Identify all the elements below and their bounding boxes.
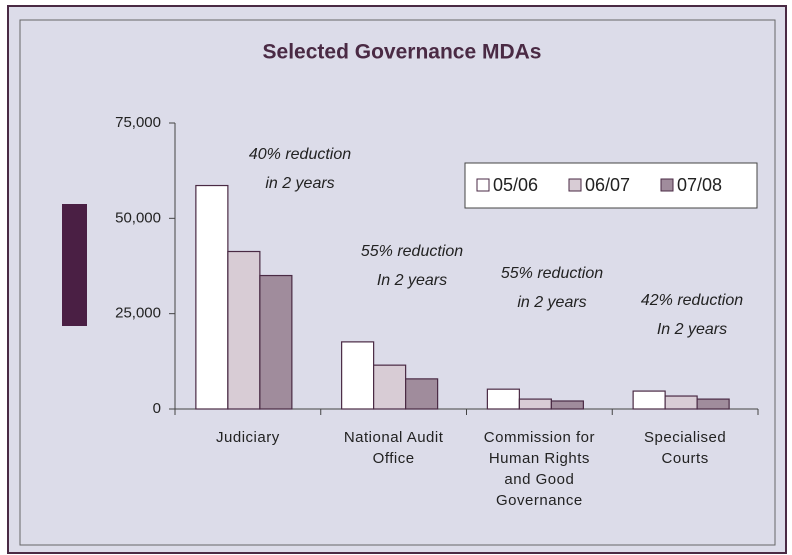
annotation: In 2 years: [377, 272, 447, 289]
chart-background: [7, 5, 787, 554]
bar: [550, 400, 584, 410]
y-tick-label: 75,000: [115, 114, 161, 131]
annotation: 55% reduction: [361, 243, 463, 260]
x-tick-label: Judiciary: [216, 429, 280, 446]
bar: [486, 388, 520, 410]
axis-title-block: [62, 204, 87, 326]
y-tick-label: 50,000: [115, 209, 161, 226]
chart-frame: [19, 19, 776, 546]
x-tick-label: Commission for Human Rights and Good Gov…: [483, 429, 595, 509]
chart-title: Selected Governance MDAs: [263, 41, 542, 64]
bar: [373, 364, 407, 410]
legend-swatch: [660, 178, 674, 192]
legend-swatch: [568, 178, 582, 192]
bar: [664, 395, 698, 410]
bar: [518, 398, 552, 410]
legend-swatch: [476, 178, 490, 192]
bar: [195, 184, 229, 410]
bar: [227, 250, 261, 410]
bar: [632, 390, 666, 410]
legend-box: [464, 162, 758, 209]
legend-label: 07/08: [677, 175, 722, 195]
annotation: in 2 years: [265, 175, 334, 192]
annotation: 55% reduction: [501, 265, 603, 282]
x-tick-label: National Audit Office: [343, 429, 444, 467]
bar: [696, 398, 730, 410]
y-tick-label: 25,000: [115, 305, 161, 322]
bar: [259, 274, 293, 410]
bar: [405, 378, 439, 410]
annotation: in 2 years: [517, 294, 586, 311]
y-tick-label: 0: [153, 400, 161, 417]
legend-label: 06/07: [585, 175, 630, 195]
legend-label: 05/06: [493, 175, 538, 195]
bar: [341, 341, 375, 410]
annotation: 40% reduction: [249, 146, 351, 163]
x-tick-label: Specialised Courts: [644, 429, 727, 467]
annotation: In 2 years: [657, 321, 727, 338]
annotation: 42% reduction: [641, 292, 743, 309]
